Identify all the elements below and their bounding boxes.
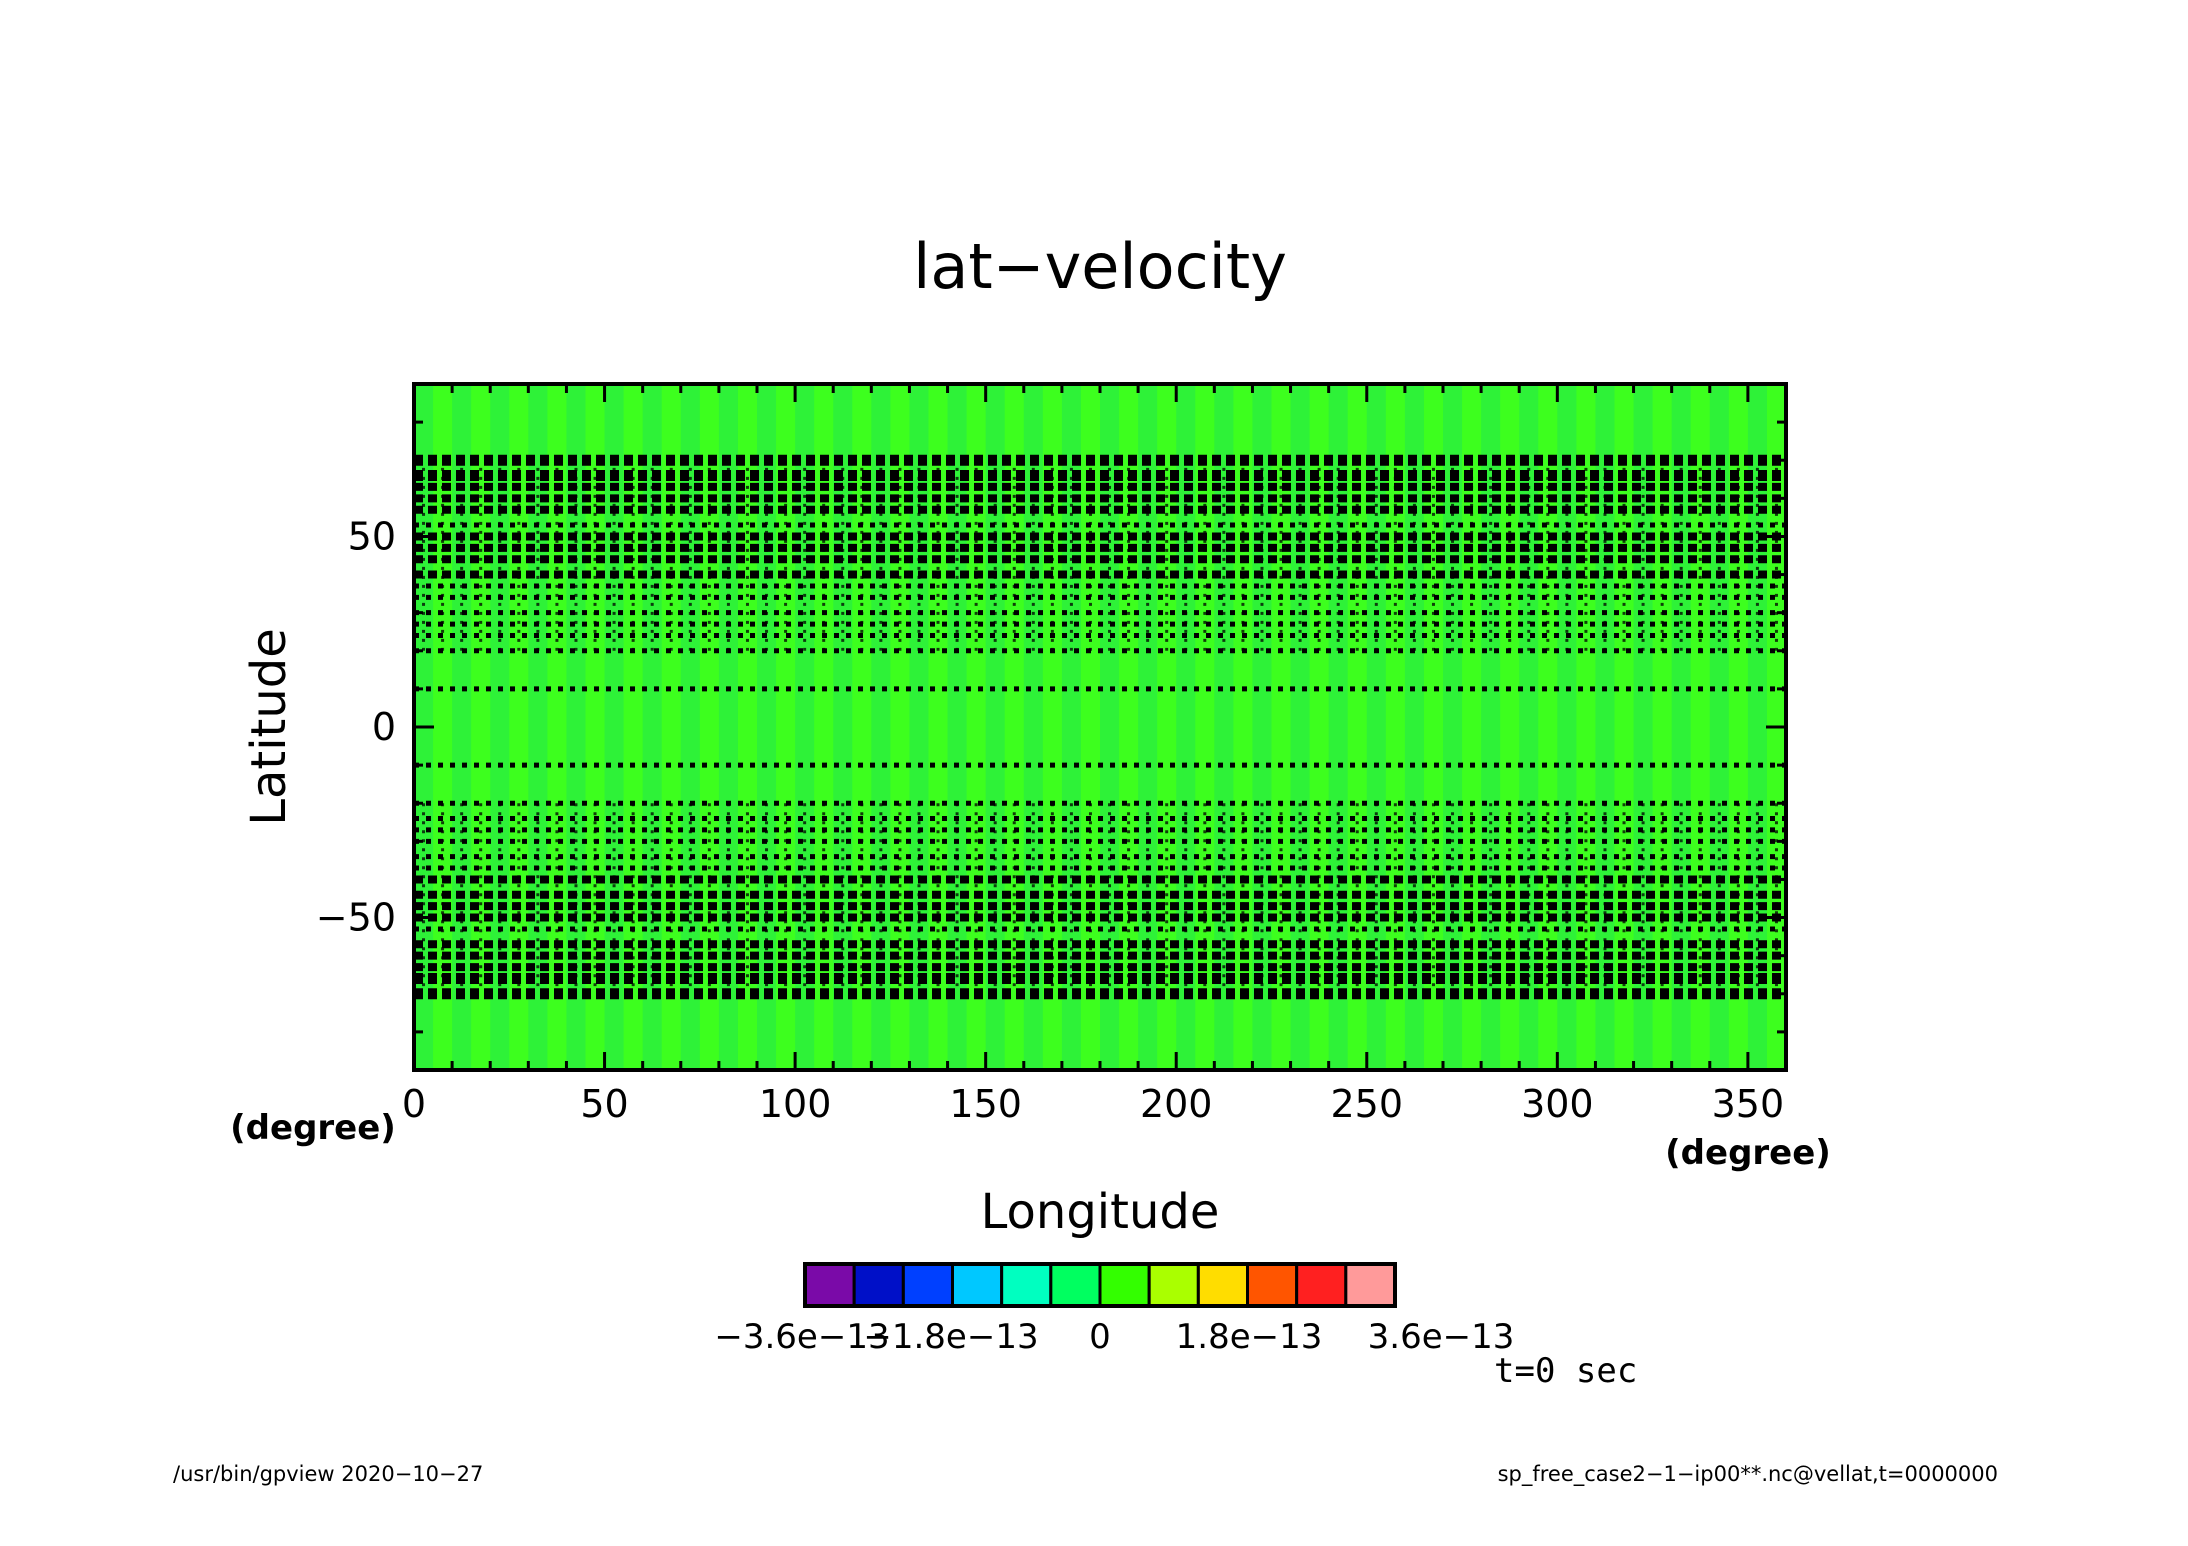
colorbar-tick-label: 3.6e−13 (1368, 1317, 1515, 1357)
colorbar-swatch (1295, 1262, 1348, 1308)
colorbar (803, 1262, 1397, 1308)
y-axis-ticks: −50 0 50 (316, 382, 1786, 1072)
colorbar-swatch (1147, 1262, 1200, 1308)
contour-lines (414, 454, 1786, 1000)
x-tick-label: 50 (580, 1082, 628, 1126)
colorbar-swatch (1098, 1262, 1151, 1308)
time-annotation: t=0 sec (1494, 1351, 1637, 1391)
colorbar-swatch (1196, 1262, 1250, 1308)
footer-source-file: sp_free_case2−1−ip00**.nc@vellat,t=00000… (1497, 1462, 1998, 1486)
colorbar-frame (803, 1262, 1397, 1308)
colorbar-swatch (852, 1262, 905, 1308)
colorbar-swatch (1246, 1262, 1299, 1308)
colorbar-tick-label: 0 (1089, 1317, 1111, 1357)
colorbar-swatch (1344, 1262, 1397, 1308)
x-tick-label: 100 (759, 1082, 832, 1126)
x-tick-label: 350 (1712, 1082, 1785, 1126)
colorbar-tick-label: −1.8e−13 (863, 1317, 1038, 1357)
colorbar-swatch (951, 1262, 1004, 1308)
x-tick-label: 300 (1521, 1082, 1594, 1126)
x-tick-label: 150 (949, 1082, 1022, 1126)
colorbar-swatch (901, 1262, 954, 1308)
x-tick-label: 250 (1331, 1082, 1404, 1126)
x-axis-label: Longitude (981, 1184, 1220, 1240)
x-axis-ticks: 0 50 100 150 200 250 300 350 (402, 384, 1788, 1126)
chart-title: lat−velocity (913, 230, 1287, 303)
x-tick-label: 0 (402, 1082, 426, 1126)
footer-program-date: /usr/bin/gpview 2020−10−27 (173, 1462, 484, 1486)
x-tick-label: 200 (1140, 1082, 1213, 1126)
colorbar-tick-label: 1.8e−13 (1176, 1317, 1323, 1357)
colorbar-tick-label: −3.6e−13 (714, 1317, 889, 1357)
y-tick-label: 0 (372, 705, 396, 749)
colorbar-labels: −3.6e−13−1.8e−13 0 1.8e−13 3.6e−13 (714, 1317, 1514, 1357)
colorbar-swatch (803, 1262, 856, 1308)
x-axis-unit: (degree) (1665, 1133, 1831, 1173)
y-axis-label: Latitude (241, 628, 297, 826)
y-tick-label: −50 (316, 896, 396, 940)
y-axis-unit: (degree) (230, 1108, 396, 1148)
plot-area: 0 50 100 150 200 250 300 350 −50 0 50 (316, 382, 1788, 1126)
y-tick-label: 50 (348, 514, 396, 558)
colorbar-swatch (1049, 1262, 1102, 1308)
colorbar-swatch (1000, 1262, 1053, 1308)
